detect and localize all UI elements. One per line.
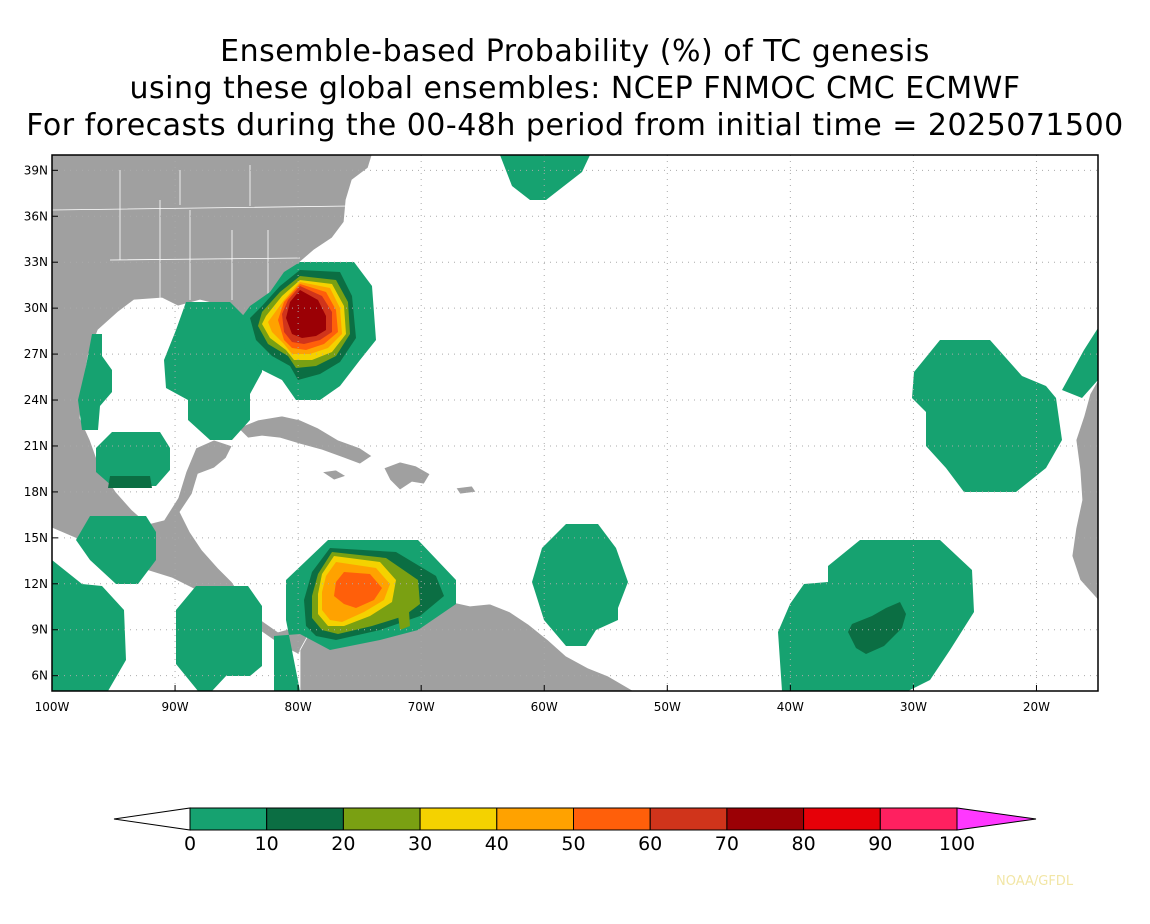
colorbar-label: 30 [408, 833, 432, 855]
lat-tick-label: 36N [24, 209, 48, 223]
colorbar-arrow-high [956, 807, 1037, 831]
lat-tick-label: 33N [24, 255, 48, 269]
lat-tick-label: 9N [31, 623, 48, 637]
colorbar: 0 10 20 30 40 50 60 70 80 90 100 [113, 807, 1037, 855]
land-puerto-rico [455, 485, 477, 495]
colorbar-label: 90 [868, 833, 892, 855]
land-cuba [237, 415, 373, 465]
land-jamaica [320, 469, 347, 481]
lat-tick-label: 12N [24, 577, 48, 591]
land-africa [1071, 379, 1098, 601]
colorbar-label: 80 [792, 833, 816, 855]
colorbar-bin [189, 807, 268, 831]
lon-tick-label: 90W [161, 700, 188, 714]
colorbar-label: 40 [485, 833, 509, 855]
graticule [52, 155, 1098, 691]
contour-yucatan-inner [108, 476, 152, 488]
contour-western-gulf [78, 334, 112, 430]
colorbar-bin [496, 807, 574, 831]
contour-venezuela-strip [396, 598, 410, 630]
axes: 39N 36N 33N 30N 27N 24N 21N 18N 15N 12N 9N 6N 100W 90… [24, 163, 1050, 714]
lon-tick-label: 60W [531, 700, 558, 714]
colorbar-bin [342, 807, 421, 831]
contour-africa-coast [1062, 328, 1098, 398]
lat-tick-label: 21N [24, 439, 48, 453]
colorbar-bin [649, 807, 728, 831]
lat-tick-label: 39N [24, 163, 48, 177]
colorbar-arrow-low [113, 807, 191, 831]
contour-florida-70 [286, 290, 326, 338]
title-line-1: Ensemble-based Probability (%) of TC gen… [220, 34, 930, 69]
map-frame [51, 154, 1099, 692]
colorbar-bin [266, 807, 344, 831]
contour-pacific-central [176, 586, 262, 691]
contour-caribbean-50 [334, 572, 382, 608]
lon-tick-label: 70W [408, 700, 435, 714]
lon-tick-label: 40W [777, 700, 804, 714]
contour-north-atlantic [500, 155, 590, 200]
colorbar-label: 10 [255, 833, 279, 855]
lon-tick-label: 20W [1023, 700, 1050, 714]
contour-pacific-mexico [76, 516, 156, 584]
colorbar-bin [803, 807, 881, 831]
contour-yucatan [96, 432, 170, 486]
contour-cape-verde [912, 340, 1062, 492]
boundaries [52, 165, 351, 300]
lat-tick-label: 24N [24, 393, 48, 407]
lon-tick-label: 50W [654, 700, 681, 714]
lon-tick-label: 80W [285, 700, 312, 714]
colorbar-label: 100 [939, 833, 975, 855]
title-line-2: using these global ensembles: NCEP FNMOC… [129, 71, 1021, 106]
colorbar-bin [726, 807, 805, 831]
colorbar-label: 20 [331, 833, 355, 855]
lat-tick-label: 18N [24, 485, 48, 499]
colorbar-label: 60 [638, 833, 662, 855]
lat-tick-label: 15N [24, 531, 48, 545]
colorbar-bin [879, 807, 958, 831]
contour-pacific-west [52, 560, 126, 691]
map-area [52, 155, 1098, 691]
lon-tick-label: 100W [35, 700, 70, 714]
contour-central-atlantic [532, 524, 628, 646]
land-hispaniola [383, 461, 431, 491]
contour-east-atlantic-10 [848, 602, 906, 654]
colorbar-label: 70 [715, 833, 739, 855]
lat-tick-label: 27N [24, 347, 48, 361]
lat-tick-label: 6N [31, 669, 48, 683]
lat-tick-label: 30N [24, 301, 48, 315]
colorbar-bin [573, 807, 651, 831]
title-line-3: For forecasts during the 00-48h period f… [26, 108, 1124, 143]
lon-tick-label: 30W [900, 700, 927, 714]
contour-gulf [164, 302, 262, 440]
probability-contours [52, 155, 1098, 691]
colorbar-bin [419, 807, 498, 831]
colorbar-label: 0 [184, 833, 196, 855]
colorbar-label: 50 [561, 833, 585, 855]
credit-text: NOAA/GFDL [996, 874, 1074, 889]
